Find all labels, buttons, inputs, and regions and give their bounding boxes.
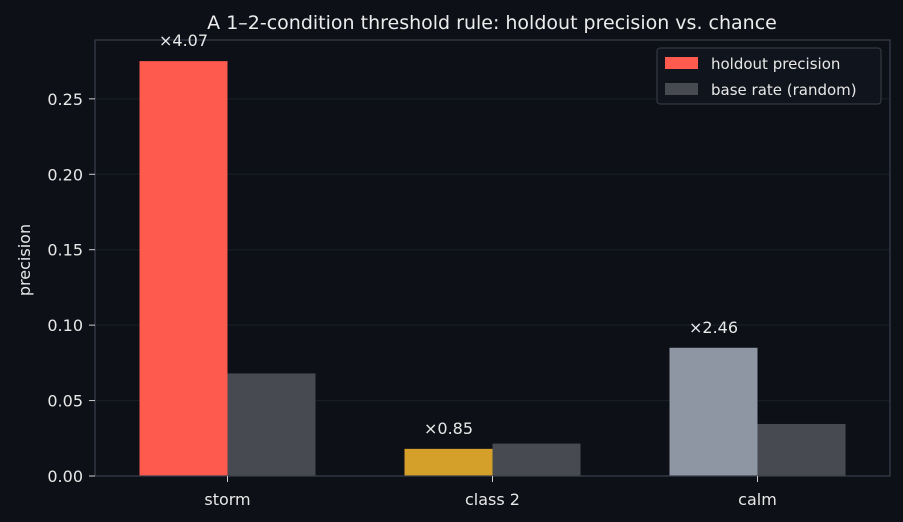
x-tick-label: calm [738, 490, 777, 509]
legend-box [656, 47, 882, 105]
y-tick-label: 0.15 [47, 241, 83, 260]
ratio-label: ×0.85 [424, 419, 473, 438]
bar-base-rate-1 [492, 443, 581, 476]
bar-base-rate-0 [227, 373, 316, 476]
y-tick-label: 0.05 [47, 392, 83, 411]
ratio-annotations: ×4.07 ×0.85 ×2.46 [159, 31, 738, 438]
bar-holdout-precision-2 [669, 347, 758, 476]
bar-base-rate-2 [757, 423, 846, 476]
y-tick-label: 0.20 [47, 165, 83, 184]
y-tick-label: 0.25 [47, 90, 83, 109]
ratio-label: ×2.46 [689, 318, 738, 337]
legend-swatch-holdout-precision [665, 57, 698, 69]
y-tick-label: 0.00 [47, 467, 83, 486]
x-axis: storm class 2 calm [204, 476, 777, 509]
ratio-label: ×4.07 [159, 31, 208, 50]
legend-swatch-base-rate [665, 83, 698, 95]
bar-holdout-precision-0 [139, 61, 228, 477]
legend: holdout precision base rate (random) [656, 47, 882, 105]
x-tick-label: storm [204, 490, 250, 509]
bars [139, 61, 846, 477]
y-axis-label: precision [15, 224, 34, 296]
x-tick-label: class 2 [465, 490, 520, 509]
y-axis: 0.00 0.05 0.10 0.15 0.20 0.25 [47, 90, 95, 486]
y-tick-label: 0.10 [47, 316, 83, 335]
chart-title: A 1–2-condition threshold rule: holdout … [207, 12, 777, 34]
legend-label-holdout-precision: holdout precision [711, 55, 840, 73]
legend-label-base-rate: base rate (random) [711, 81, 857, 99]
bar-holdout-precision-1 [404, 448, 493, 476]
